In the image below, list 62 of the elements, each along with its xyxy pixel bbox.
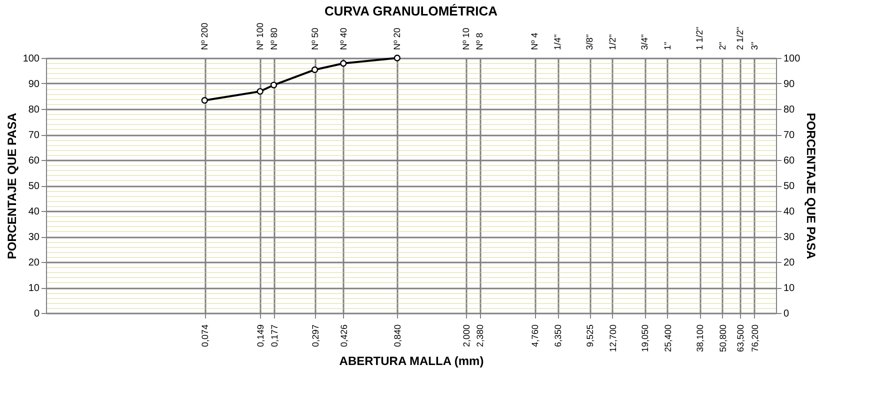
x-tick-label: 2,000 <box>461 324 472 348</box>
y2-tick-label: 80 <box>784 104 796 116</box>
text: Nº 80 <box>268 28 279 50</box>
text: 3/4" <box>640 34 650 50</box>
y-tick-label: 10 <box>28 283 40 294</box>
text: Nº 40 <box>338 28 348 50</box>
y2-tick-label: 70 <box>784 130 796 141</box>
chart-title: CURVA GRANULOMÉTRICA <box>324 4 498 19</box>
y-tick-label: 0 <box>34 308 40 320</box>
text: Nº 20 <box>392 28 402 50</box>
x-tick-label: 4,760 <box>530 324 540 348</box>
text: 1/4" <box>552 34 563 50</box>
x-tick-label: 6,350 <box>553 324 564 348</box>
y-tick-label: 90 <box>28 79 40 90</box>
text: Nº 200 <box>200 22 210 50</box>
x-tick-label: 9,525 <box>585 324 596 348</box>
y-tick-label: 30 <box>28 232 40 243</box>
x-tick-label: 19,050 <box>640 324 650 352</box>
x-tick-label: 0,297 <box>310 324 320 348</box>
y-tick-label: 70 <box>28 130 40 141</box>
text: 1/2" <box>607 34 618 50</box>
y2-tick-label: 30 <box>784 232 796 243</box>
y-tick-label: 20 <box>28 258 40 268</box>
y2-tick-label: 0 <box>784 308 790 320</box>
x-tick-label: 12,700 <box>608 324 618 352</box>
text: 2 1/2" <box>735 26 746 50</box>
y2-tick-label: 50 <box>784 181 796 192</box>
y-tick-label: 40 <box>28 206 40 218</box>
y-axis-title: PORCENTAJE QUE PASA <box>4 112 19 260</box>
text: Nº 50 <box>310 28 320 50</box>
y-tick-label: 60 <box>28 156 40 166</box>
text: Nº 10 <box>460 28 471 50</box>
text: 2" <box>717 42 728 50</box>
y2-tick-label: 20 <box>784 258 796 268</box>
x-tick-label: 0,426 <box>338 324 349 348</box>
x-tick-label: 38,100 <box>695 324 706 352</box>
y2-tick-label: 90 <box>784 79 796 90</box>
x-tick-label: 25,400 <box>662 324 673 352</box>
text: Nº 8 <box>474 32 485 50</box>
y2-tick-label: 100 <box>784 54 801 64</box>
y2-tick-label: 10 <box>784 283 796 294</box>
text: Nº 4 <box>530 32 540 50</box>
x-tick-label: 63,500 <box>736 324 746 352</box>
x-tick-label: 0,177 <box>269 324 280 348</box>
x-axis-title: ABERTURA MALLA (mm) <box>339 354 484 368</box>
x-tick-label: 0,840 <box>392 324 403 348</box>
y-tick-label: 100 <box>22 54 40 64</box>
x-tick-label: 50,800 <box>718 324 728 352</box>
x-tick-label: 76,200 <box>750 324 760 352</box>
x-tick-label: 2,380 <box>475 324 486 348</box>
text: 3" <box>749 42 760 50</box>
text: 3/8" <box>584 34 595 50</box>
y2-axis-title: PORCENTAJE QUE PASA <box>804 112 818 260</box>
y2-tick-label: 40 <box>784 206 796 218</box>
text: 1" <box>662 42 672 50</box>
x-tick-label: 0,074 <box>200 324 210 348</box>
x-tick-label: 0,149 <box>256 324 266 348</box>
y-tick-label: 50 <box>28 181 40 192</box>
y-tick-label: 80 <box>28 104 40 116</box>
text: Nº 100 <box>255 22 266 50</box>
y2-tick-label: 60 <box>784 156 796 166</box>
text: 1 1/2" <box>694 26 705 50</box>
